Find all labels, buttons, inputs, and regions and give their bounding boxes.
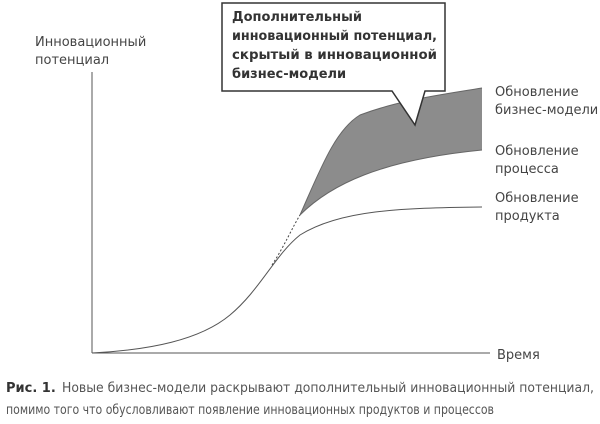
callout-text: скрытый в инновационной xyxy=(232,48,437,63)
caption-text: Новые бизнес-модели раскрывают дополните… xyxy=(62,381,594,396)
curve-label: продукта xyxy=(495,209,560,224)
process-curve xyxy=(299,149,483,216)
y-axis-label: Инновационный xyxy=(35,35,146,50)
curve-label: Обновление xyxy=(495,85,579,100)
callout-text: бизнес-модели xyxy=(232,67,346,82)
curve-label: процесса xyxy=(495,162,559,177)
curve-label: Обновление xyxy=(495,144,579,159)
callout-box xyxy=(221,2,446,127)
curve-label: Обновление xyxy=(495,191,579,206)
caption-label: Рис. 1. xyxy=(6,381,56,396)
x-axis-label: Время xyxy=(497,348,540,363)
callout: Дополнительный инновационный потенциал, … xyxy=(221,2,446,127)
callout-text: инновационный потенциал, xyxy=(232,29,437,44)
process-curve-dashed xyxy=(271,214,301,266)
caption-text: помимо того что обусловливают появление … xyxy=(6,403,494,418)
callout-text: Дополнительный xyxy=(232,10,362,25)
y-axis-label: потенциал xyxy=(35,53,109,68)
curve-label: бизнес-модели xyxy=(495,103,598,118)
business-model-curve xyxy=(299,87,483,216)
potential-area xyxy=(300,88,482,215)
product-curve xyxy=(91,206,483,354)
